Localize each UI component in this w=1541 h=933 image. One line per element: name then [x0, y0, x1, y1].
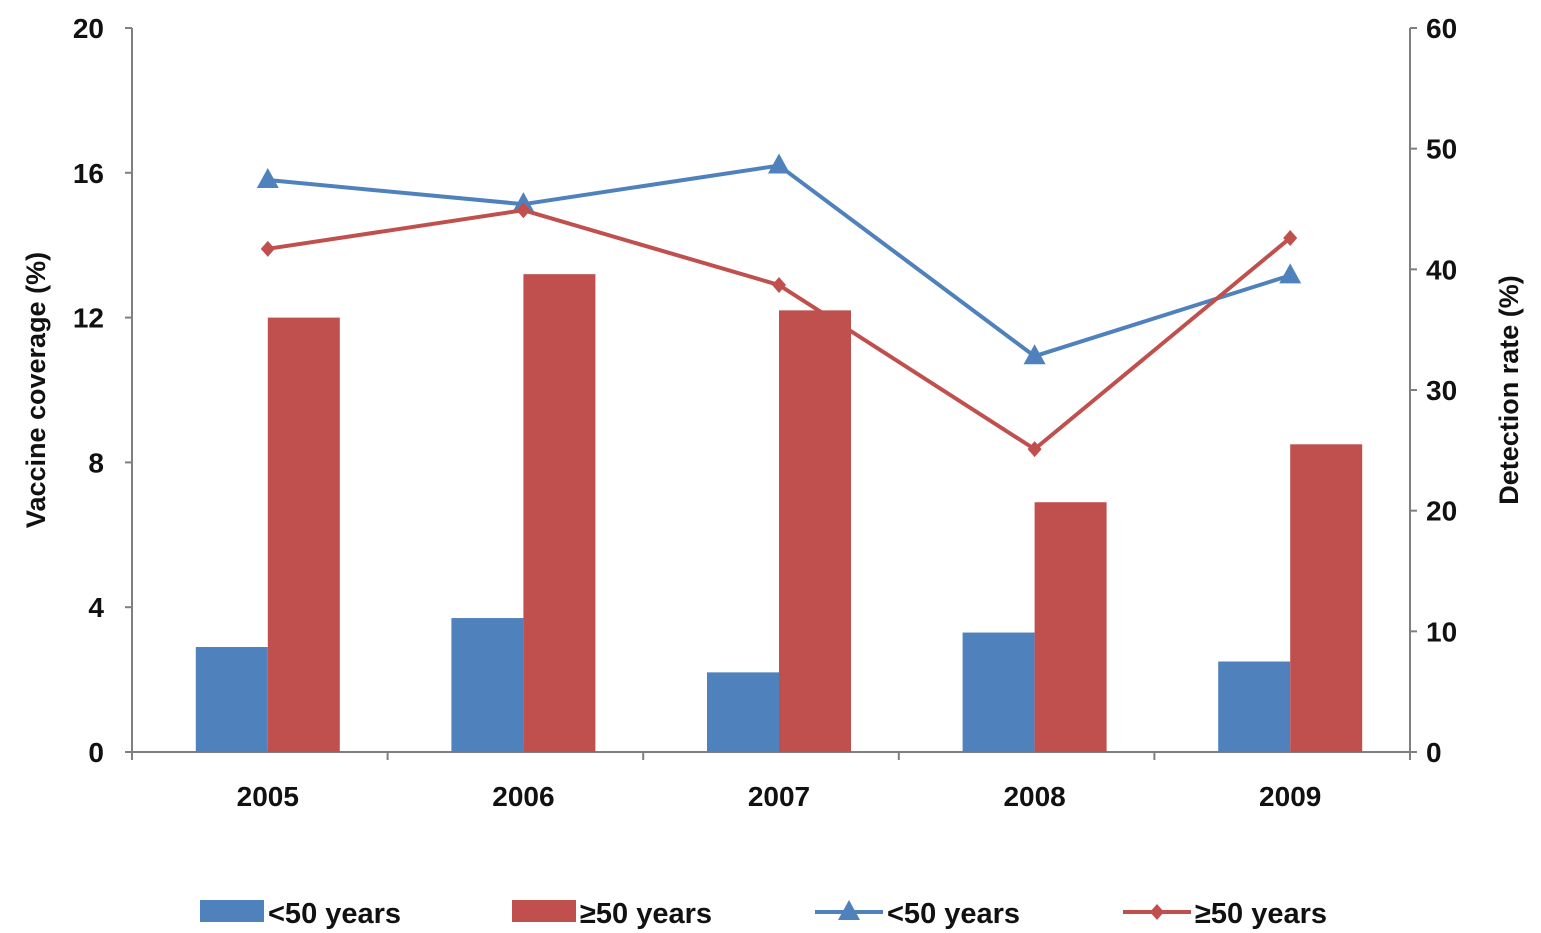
legend-swatch-bar: [200, 900, 264, 922]
x-tick-label: 2009: [1259, 781, 1321, 812]
right-tick-label: 30: [1426, 375, 1457, 406]
bar-under-50: [451, 618, 524, 752]
left-tick-label: 0: [88, 737, 104, 768]
left-tick-label: 4: [88, 592, 104, 623]
triangle-marker: [256, 168, 279, 189]
bar-over-50: [1034, 502, 1107, 752]
diamond-marker: [1027, 441, 1042, 458]
left-tick-label: 8: [88, 447, 104, 478]
triangle-marker: [768, 153, 790, 174]
legend-swatch-bar: [512, 900, 576, 922]
legend-label: ≥50 years: [1195, 898, 1327, 930]
plot-area: [131, 28, 1411, 753]
right-tick-label: 10: [1426, 616, 1457, 647]
bar-over-50: [523, 274, 596, 752]
legend-label: <50 years: [887, 898, 1020, 930]
bar-over-50: [1290, 444, 1363, 752]
diamond-marker: [772, 277, 786, 294]
bar-over-50: [779, 310, 851, 752]
left-tick-label: 16: [73, 158, 104, 189]
right-tick-label: 20: [1426, 496, 1457, 527]
right-tick-label: 60: [1426, 13, 1457, 44]
diamond-marker: [516, 202, 531, 219]
right-tick-label: 0: [1426, 737, 1442, 768]
x-axis-ticks: 2005 2006 2007 2008 2009: [131, 752, 1411, 812]
bar-over-50: [267, 317, 340, 752]
right-tick-label: 40: [1426, 254, 1457, 285]
bar-under-50: [962, 632, 1035, 752]
legend-diamond-marker: [1150, 904, 1164, 920]
right-tick-label: 50: [1426, 134, 1457, 165]
triangle-marker: [512, 192, 535, 213]
legend-label: <50 years: [268, 898, 401, 930]
legend: <50 years ≥50 years <50 years ≥50 years: [200, 898, 1327, 930]
left-axis-title: Vaccine coverage (%): [21, 252, 51, 528]
x-tick-label: 2006: [492, 781, 554, 812]
triangle-marker: [1279, 263, 1302, 284]
left-axis-ticks: 0 4 8 12 16 20: [73, 13, 132, 768]
triangle-marker: [1023, 344, 1046, 365]
diamond-marker: [1283, 229, 1298, 246]
right-axis-title: Detection rate (%): [1494, 275, 1524, 505]
bar-under-50: [707, 672, 779, 752]
x-tick-label: 2007: [748, 781, 810, 812]
x-tick-label: 2005: [237, 781, 299, 812]
bar-under-50: [195, 647, 268, 752]
x-tick-label: 2008: [1003, 781, 1065, 812]
right-axis-ticks: 0 10 20 30 40 50 60: [1410, 13, 1457, 768]
legend-label: ≥50 years: [580, 898, 712, 930]
bar-under-50: [1218, 661, 1291, 752]
left-tick-label: 12: [73, 303, 104, 334]
legend-triangle-marker: [838, 900, 860, 920]
diamond-marker: [260, 240, 275, 257]
left-tick-label: 20: [73, 13, 104, 44]
